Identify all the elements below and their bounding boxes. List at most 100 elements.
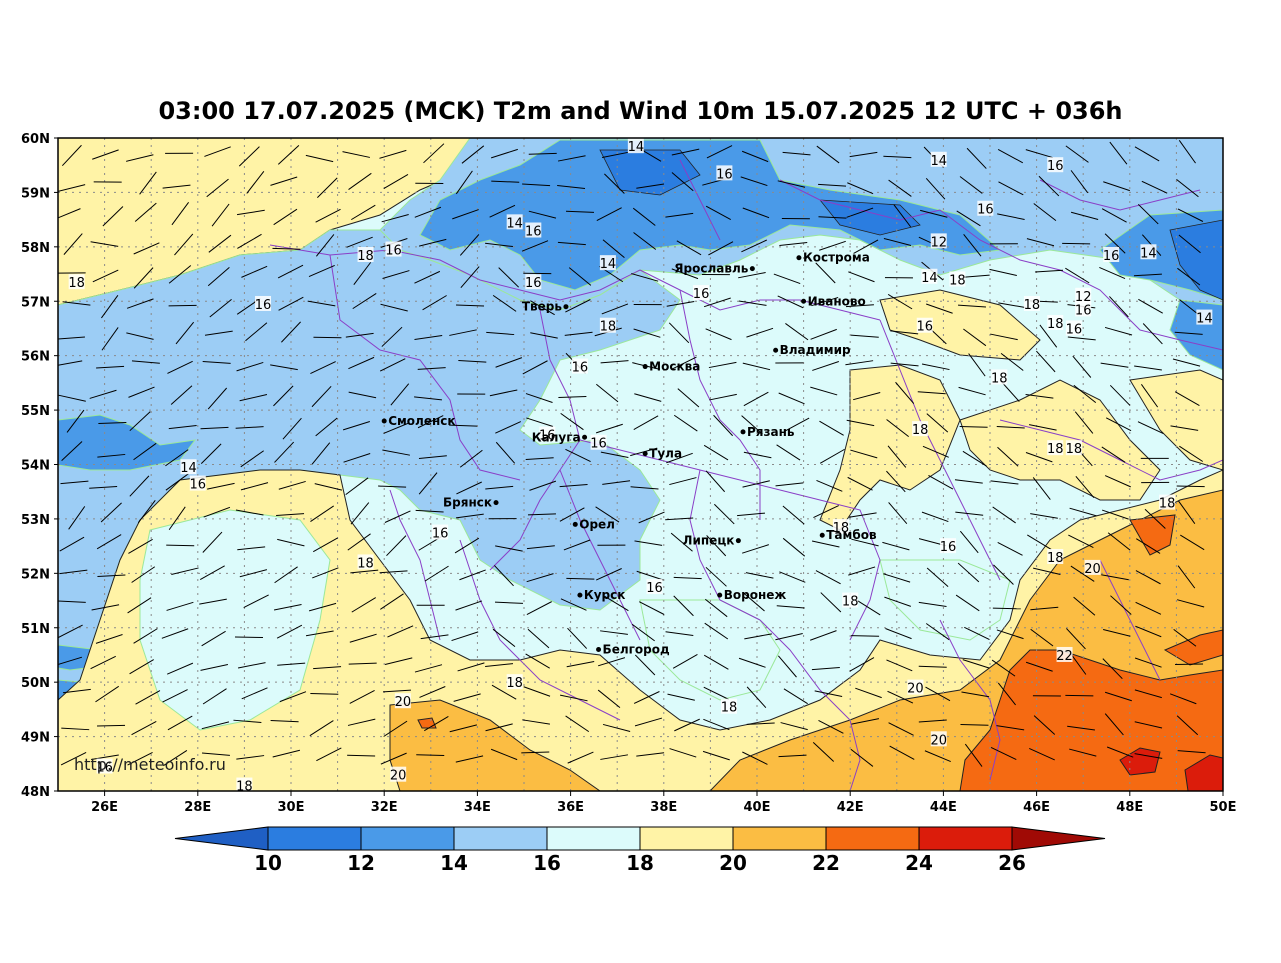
wind-barb (1179, 445, 1204, 462)
wind-barb (60, 480, 89, 485)
colorbar-tick-label: 16 (533, 851, 561, 875)
wind-barb (742, 362, 771, 371)
wind-barb (420, 634, 449, 640)
isotherm-label-bg (432, 524, 449, 540)
wind-barb (277, 145, 300, 165)
wind-barb (1178, 234, 1201, 254)
colorbar-tick-label: 26 (998, 851, 1026, 875)
isotherm-label-bg (571, 358, 588, 374)
wind-barb (960, 723, 989, 726)
wind-barb (272, 749, 300, 758)
wind-barb (1038, 175, 1060, 197)
city-dot (563, 304, 569, 310)
wind-barb (600, 451, 629, 458)
wind-barb (526, 601, 552, 616)
wind-barb (382, 270, 410, 280)
isotherm-label-bg (385, 241, 402, 257)
wind-barb (741, 239, 768, 253)
wind-barb (175, 321, 195, 345)
isotherm-label-bg (525, 222, 542, 238)
isotherm-label: 18 (949, 273, 966, 288)
city-label: Воронеж (724, 588, 787, 602)
wind-barb (921, 511, 949, 523)
wind-barb (890, 330, 919, 335)
wind-barb (350, 569, 379, 574)
wind-barb (166, 662, 194, 675)
isotherm-label: 18 (357, 556, 374, 571)
wind-barb (168, 304, 197, 307)
wind-barb (957, 562, 980, 583)
wind-barb (1135, 625, 1162, 638)
city-label: Тула (649, 447, 682, 461)
wind-barb (236, 361, 264, 372)
isotherm-label: 16 (255, 298, 272, 313)
wind-barb (383, 174, 409, 189)
wind-barb (278, 296, 304, 311)
latitude-label: 49N (21, 731, 50, 746)
wind-barb (167, 715, 193, 731)
wind-barb (521, 751, 550, 754)
watermark-url: http://meteoinfo.ru (74, 755, 226, 774)
wind-barb (166, 544, 195, 547)
city-label: Смоленск (388, 414, 455, 428)
wind-barb (1073, 596, 1096, 616)
wind-barb (63, 233, 83, 255)
wind-barb (602, 480, 631, 485)
longitude-label: 34E (464, 800, 491, 815)
wind-barb (102, 206, 124, 227)
wind-barb (168, 506, 186, 531)
wind-barb (311, 442, 331, 465)
wind-barb (597, 689, 621, 709)
wind-barb (703, 686, 730, 700)
wind-barb (1134, 753, 1163, 759)
wind-barb (387, 625, 414, 638)
wind-barb (780, 722, 808, 731)
wind-barb (928, 474, 954, 490)
wind-barb (207, 387, 228, 410)
wind-barb (1034, 269, 1063, 273)
wind-barb (888, 722, 914, 736)
wind-barb (1030, 606, 1059, 611)
wind-barb (1137, 203, 1159, 225)
wind-barb (996, 425, 1025, 429)
wind-barb (380, 303, 408, 312)
longitude-label: 30E (278, 800, 305, 815)
wind-barb (565, 299, 591, 313)
wind-barb (167, 360, 193, 374)
latitude-label: 55N (21, 404, 50, 419)
latitude-label: 58N (21, 241, 50, 256)
latitude-label: 52N (21, 567, 50, 582)
wind-barb (68, 506, 86, 530)
wind-barb (665, 517, 694, 521)
isotherm-label-bg (716, 165, 733, 181)
wind-barb (273, 208, 298, 226)
wind-barb (345, 477, 369, 495)
wind-barb (705, 328, 732, 341)
isotherm-label: 14 (506, 216, 523, 231)
wind-barb (491, 180, 520, 183)
wind-barb (418, 455, 447, 460)
wind-barb (62, 301, 91, 306)
wind-barb (96, 534, 122, 550)
isotherm-label-bg (255, 295, 272, 311)
wind-barb (236, 755, 265, 760)
wind-barb (168, 265, 192, 284)
wind-barb (1174, 391, 1200, 407)
wind-barb (202, 688, 227, 705)
wind-barb (669, 477, 697, 486)
wind-barb (925, 686, 951, 702)
city-label: Москва (649, 360, 700, 374)
wind-barb (1173, 628, 1197, 647)
latitude-label: 53N (21, 513, 50, 528)
wind-barb (600, 754, 629, 760)
wind-barb (379, 149, 407, 159)
wind-barb (270, 719, 299, 723)
longitude-label: 36E (557, 800, 584, 815)
wind-barb (1107, 532, 1131, 551)
wind-barb (567, 751, 594, 764)
wind-barb (1070, 211, 1099, 220)
wind-barb (773, 273, 801, 285)
wind-barb (528, 152, 557, 155)
wind-barb (493, 565, 514, 587)
